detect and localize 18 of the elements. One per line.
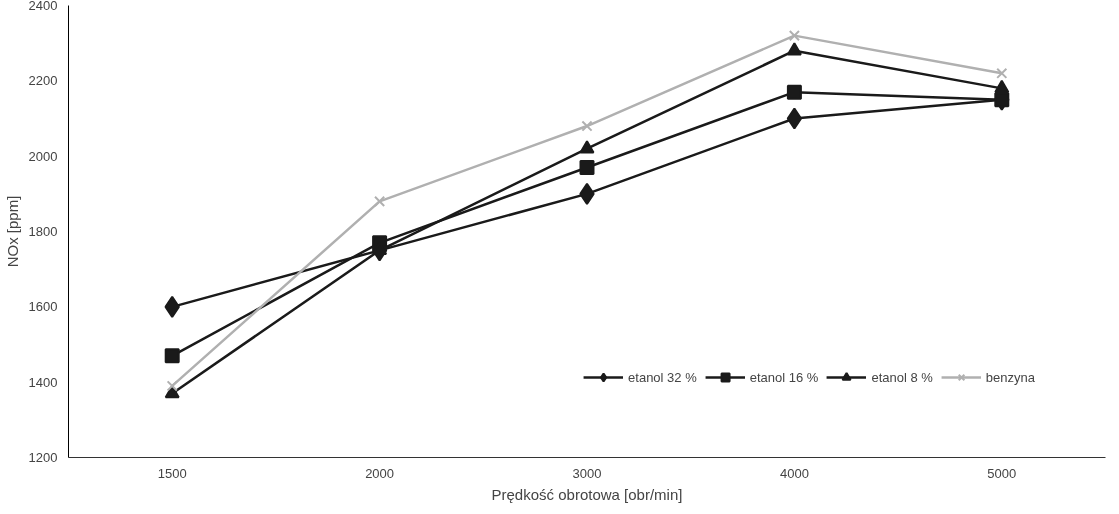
x-axis-title: Prędkość obrotowa [obr/min] [491, 485, 683, 503]
legend-label: etanol 8 % [871, 369, 933, 385]
y-tick-label: 2200 [28, 73, 58, 89]
y-axis-title: NOx [ppm] [3, 195, 21, 268]
y-tick-label: 1400 [28, 374, 58, 390]
y-tick-label: 1800 [28, 224, 58, 239]
x-tick-label: 1500 [157, 465, 187, 481]
y-tick-label: 1200 [28, 450, 58, 465]
y-tick-label: 2000 [28, 148, 58, 164]
x-tick-label: 2000 [365, 465, 395, 481]
legend-label: benzyna [985, 369, 1035, 385]
x-tick-label: 4000 [779, 465, 809, 481]
legend-label: etanol 16 % [749, 369, 819, 385]
x-tick-label: 3000 [572, 465, 602, 481]
legend-label: etanol 32 % [628, 369, 697, 385]
y-tick-label: 1600 [28, 299, 58, 315]
y-tick-label: 2400 [28, 0, 58, 13]
x-tick-label: 5000 [987, 465, 1017, 481]
